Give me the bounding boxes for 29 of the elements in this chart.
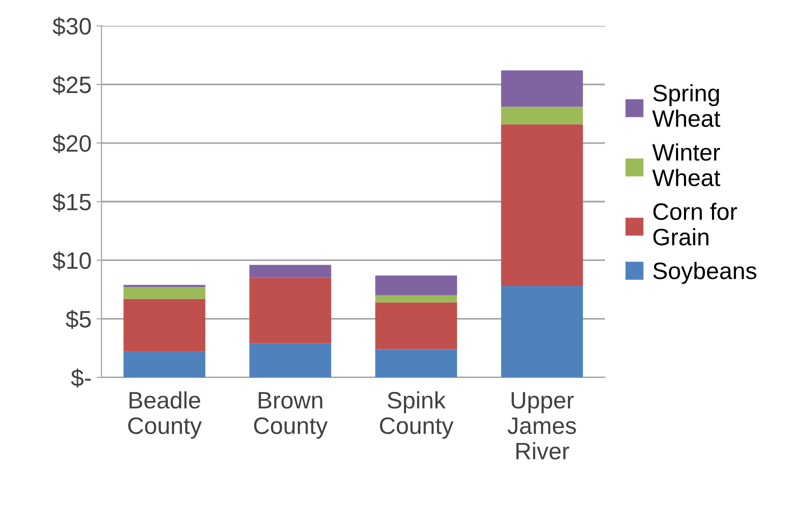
- bar: [249, 343, 332, 378]
- bar: [375, 295, 458, 302]
- legend-label: Spring Wheat: [652, 84, 720, 127]
- y-tick-label: $20: [52, 134, 91, 154]
- legend-label: Corn for Grain: [653, 202, 738, 246]
- bar: [124, 287, 206, 299]
- y-tick-label: $-: [71, 368, 91, 388]
- x-tick-label: Spink County: [380, 391, 454, 439]
- legend-label: Winter Wheat: [652, 143, 720, 186]
- y-tick-label: $15: [52, 192, 91, 212]
- x-tick-label: Brown County: [254, 392, 328, 439]
- y-tick-label: $5: [66, 310, 91, 330]
- bar: [375, 349, 458, 378]
- legend-label: Soybeans: [653, 262, 756, 284]
- bar: [501, 124, 583, 286]
- bar: [124, 298, 206, 352]
- bar: [501, 106, 583, 124]
- bar: [124, 352, 206, 378]
- x-tick-label: Upper James River: [508, 392, 576, 460]
- bar: [249, 278, 332, 344]
- y-tick-label: $30: [52, 16, 91, 36]
- bar: [375, 275, 458, 296]
- bar: [375, 302, 458, 350]
- bar: [501, 70, 583, 107]
- y-tick-label: $10: [52, 251, 91, 270]
- y-tick-label: $25: [52, 76, 91, 95]
- bar: [249, 264, 332, 278]
- x-tick-label: Beadle County: [128, 391, 202, 439]
- bar: [501, 286, 583, 378]
